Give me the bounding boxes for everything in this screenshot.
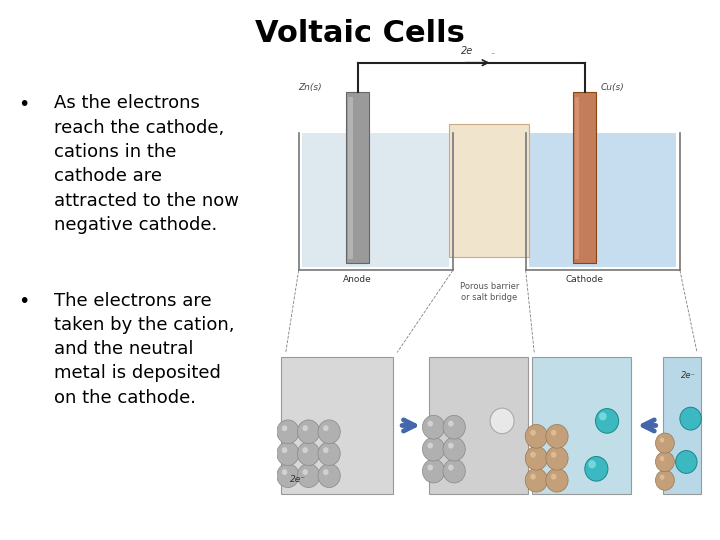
Circle shape [282,425,287,431]
Text: Porous barrier
or salt bridge: Porous barrier or salt bridge [459,282,519,302]
Circle shape [448,421,454,427]
Circle shape [655,470,675,490]
Circle shape [443,437,465,461]
Circle shape [530,452,536,458]
Circle shape [595,409,618,433]
Bar [429,357,528,494]
Bar [573,92,596,264]
Circle shape [660,456,665,461]
Circle shape [443,415,465,439]
Polygon shape [302,133,449,267]
Bar [348,97,353,259]
Bar [346,92,369,264]
Circle shape [546,447,568,470]
Text: Voltaic Cells: Voltaic Cells [255,19,465,48]
Circle shape [675,450,697,474]
Circle shape [526,468,547,492]
Circle shape [680,407,701,430]
Circle shape [423,459,445,483]
Circle shape [526,447,547,470]
Circle shape [660,475,665,480]
Circle shape [428,443,433,449]
Circle shape [276,420,299,444]
Circle shape [423,415,445,439]
Circle shape [490,408,514,434]
Polygon shape [529,133,677,267]
Circle shape [282,469,287,475]
Text: Cathode: Cathode [566,275,603,284]
Circle shape [297,442,320,465]
Circle shape [302,425,308,431]
Text: Zn(s): Zn(s) [299,83,322,92]
Circle shape [546,468,568,492]
Circle shape [551,452,557,458]
Circle shape [423,437,445,461]
Circle shape [302,469,308,475]
Circle shape [276,464,299,488]
Circle shape [546,424,568,448]
Circle shape [443,459,465,483]
Circle shape [428,421,433,427]
Text: 2e⁻: 2e⁻ [680,370,696,380]
Circle shape [599,412,607,421]
Text: As the electrons
reach the cathode,
cations in the
cathode are
attracted to the : As the electrons reach the cathode, cati… [54,94,239,234]
Circle shape [551,430,557,436]
Circle shape [655,451,675,471]
Circle shape [323,447,328,453]
Bar [532,357,631,494]
Bar [449,124,529,256]
Circle shape [318,420,341,444]
Circle shape [655,433,675,453]
Circle shape [276,442,299,465]
Text: 2e⁻: 2e⁻ [290,475,306,484]
Text: •: • [18,292,30,310]
Circle shape [323,425,328,431]
Circle shape [297,420,320,444]
Circle shape [530,430,536,436]
Circle shape [585,456,608,481]
Circle shape [297,464,320,488]
Text: 2e: 2e [461,46,473,56]
Circle shape [318,464,341,488]
Bar [575,97,579,259]
Text: ⁻: ⁻ [490,50,495,59]
Text: Cu(s): Cu(s) [600,83,624,92]
Text: Anode: Anode [343,275,372,284]
Circle shape [282,447,287,453]
Circle shape [448,443,454,449]
Circle shape [551,474,557,480]
Circle shape [530,474,536,480]
Circle shape [588,460,596,468]
Bar [662,357,701,494]
Circle shape [302,447,308,453]
Circle shape [323,469,328,475]
Circle shape [526,424,547,448]
Bar [282,357,393,494]
Circle shape [448,464,454,470]
Circle shape [318,442,341,465]
Circle shape [660,437,665,443]
Text: The electrons are
taken by the cation,
and the neutral
metal is deposited
on the: The electrons are taken by the cation, a… [54,292,235,407]
Text: •: • [18,94,30,113]
Circle shape [428,464,433,470]
